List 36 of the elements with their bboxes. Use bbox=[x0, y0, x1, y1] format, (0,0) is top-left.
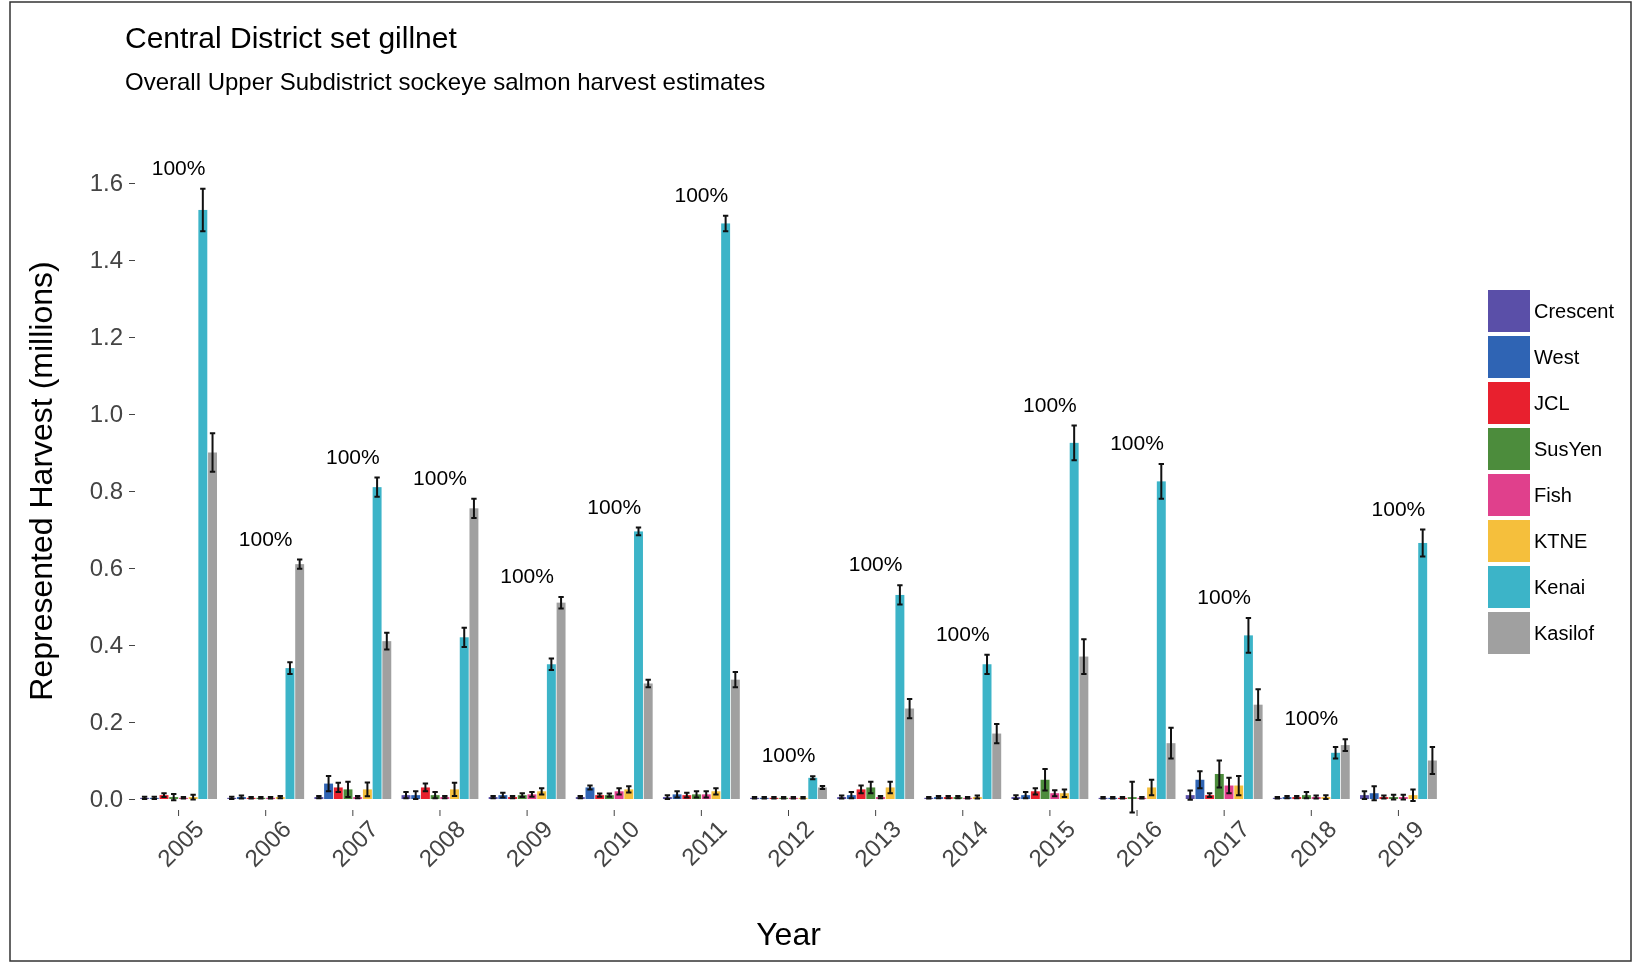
y-axis-title: Represented Harvest (millions) bbox=[23, 261, 59, 701]
legend-label: West bbox=[1534, 346, 1580, 368]
annotation: 100% bbox=[325, 444, 380, 468]
annotation: 100% bbox=[761, 743, 816, 767]
chart-title: Central District set gillnet bbox=[125, 21, 458, 54]
annotation: 100% bbox=[848, 552, 903, 576]
legend-label: Kenai bbox=[1534, 576, 1586, 598]
annotation: 100% bbox=[1023, 392, 1077, 416]
legend-label: Crescent bbox=[1534, 300, 1615, 322]
legend-label: Kasilof bbox=[1534, 622, 1595, 644]
y-tick-label: 0.8 bbox=[89, 477, 123, 505]
y-tick-label: 0.6 bbox=[89, 554, 123, 582]
annotation: 100% bbox=[674, 182, 729, 206]
legend-label: SusYen bbox=[1534, 438, 1603, 460]
annotation: 100% bbox=[1284, 706, 1339, 730]
annotation: 100% bbox=[1197, 585, 1252, 609]
y-tick-label: 0.4 bbox=[89, 631, 123, 659]
annotation: 100% bbox=[1110, 431, 1164, 455]
annotation: 100% bbox=[587, 494, 642, 518]
y-tick-label: 1.0 bbox=[89, 400, 123, 428]
annotation: 100% bbox=[1371, 496, 1426, 520]
y-tick-label: 1.6 bbox=[89, 169, 123, 197]
legend-label: JCL bbox=[1534, 392, 1570, 414]
annotation: 100% bbox=[413, 465, 467, 489]
y-tick-label: 1.2 bbox=[89, 323, 123, 351]
y-tick-label: 0.2 bbox=[89, 708, 123, 736]
y-tick-label: 1.4 bbox=[89, 246, 123, 274]
legend-label: Fish bbox=[1534, 484, 1572, 506]
annotation: 100% bbox=[500, 563, 554, 587]
chart-subtitle: Overall Upper Subdistrict sockeye salmon harvest estimates bbox=[125, 68, 766, 95]
annotation: 100% bbox=[238, 526, 293, 550]
x-axis-title: Year bbox=[756, 916, 822, 952]
legend-label: KTNE bbox=[1534, 530, 1588, 552]
annotation: 100% bbox=[935, 621, 990, 645]
y-tick-label: 0.0 bbox=[89, 785, 123, 813]
text: 100% bbox=[151, 155, 206, 179]
